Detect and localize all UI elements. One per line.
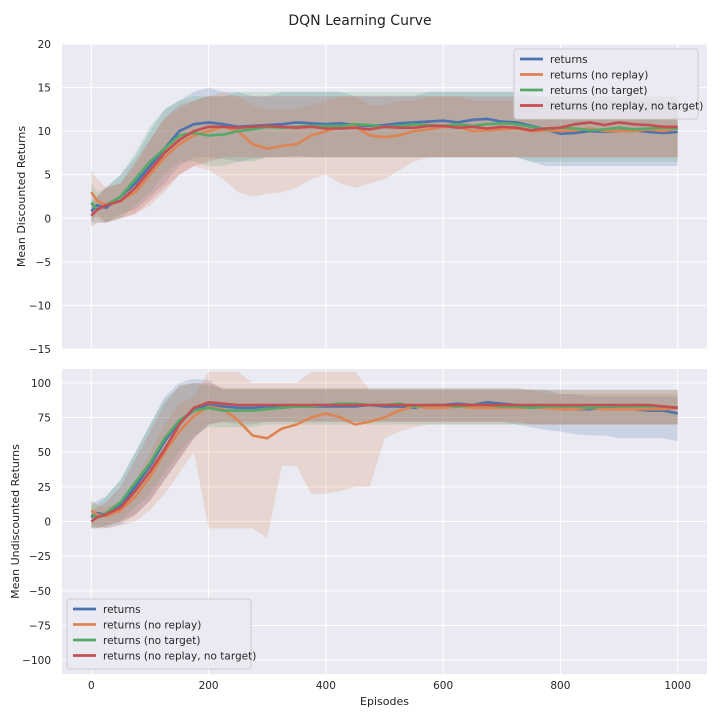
chart1-legend: returns returns (no replay) returns (no ta… (66, 598, 256, 670)
chart1-ytick-label-4: 0 (44, 517, 51, 529)
chart1-y-axis-label: Mean Undiscounted Returns (9, 444, 22, 599)
chart0-line-2 (90, 122, 678, 211)
chart0-legend-label-1: returns (no replay) (550, 70, 648, 82)
chart1-band-0 (91, 378, 678, 529)
chart0-legend-label-0: returns (550, 54, 588, 66)
chart1-ytick-label-7: 75 (38, 413, 51, 425)
chart0-ytick-label-6: 15 (38, 83, 51, 95)
chart0-ytick-label-2: −5 (36, 257, 51, 269)
chart0-legend-label-2: returns (no target) (550, 85, 647, 97)
chart1-ytick-label-2: −50 (29, 586, 51, 598)
chart1-ytick-label-1: −75 (29, 620, 51, 632)
figure-title: DQN Learning Curve (288, 13, 431, 29)
chart0-band-0 (91, 87, 678, 223)
chart0-ytick-label-4: 5 (44, 170, 51, 182)
chart1-ytick-label-3: −25 (29, 551, 51, 563)
chart1-ytick-label-6: 50 (38, 447, 51, 459)
chart1-legend-label-0: returns (103, 604, 141, 616)
chart1-series-layer (90, 371, 678, 539)
chart1-x-axis-label: Episodes (360, 695, 409, 708)
chart1-band-1 (91, 371, 678, 539)
chart0-legend: returns returns (no replay) returns (no ta… (513, 48, 703, 120)
chart0-ytick-label-5: 10 (38, 126, 51, 138)
chart1-xtick-label-5: 1000 (664, 680, 691, 692)
chart1-xtick-label-1: 200 (199, 680, 219, 692)
chart1-line-1 (90, 405, 678, 518)
chart1-legend-label-1: returns (no replay) (103, 620, 201, 632)
top-chart: −15 −10 −5 0 5 10 15 20 Mean Discounted Returns r… (15, 39, 707, 356)
chart0-legend-label-3: returns (no replay, no target) (550, 101, 703, 113)
chart1-legend-label-2: returns (no target) (103, 635, 200, 647)
chart1-ytick-label-8: 100 (31, 378, 51, 390)
chart0-y-axis-label: Mean Discounted Returns (15, 126, 28, 268)
chart0-ytick-label-3: 0 (44, 213, 51, 225)
chart0-legend-box (513, 48, 699, 120)
chart1-xtick-label-4: 800 (550, 680, 570, 692)
chart1-xtick-label-3: 600 (433, 680, 453, 692)
chart0-ytick-label-0: −15 (29, 344, 51, 356)
chart1-xtick-label-2: 400 (316, 680, 336, 692)
chart0-ytick-label-1: −10 (29, 300, 51, 312)
chart1-ytick-label-0: −100 (22, 655, 51, 667)
chart1-xtick-label-0: 0 (88, 680, 95, 692)
chart1-legend-label-3: returns (no replay, no target) (103, 651, 256, 663)
chart0-series-layer (90, 87, 678, 227)
chart0-line-3 (90, 121, 678, 217)
chart1-legend-box (66, 598, 252, 670)
chart0-ytick-label-7: 20 (38, 39, 51, 51)
chart1-ytick-label-5: 25 (38, 482, 51, 494)
chart1-line-3 (90, 401, 678, 523)
